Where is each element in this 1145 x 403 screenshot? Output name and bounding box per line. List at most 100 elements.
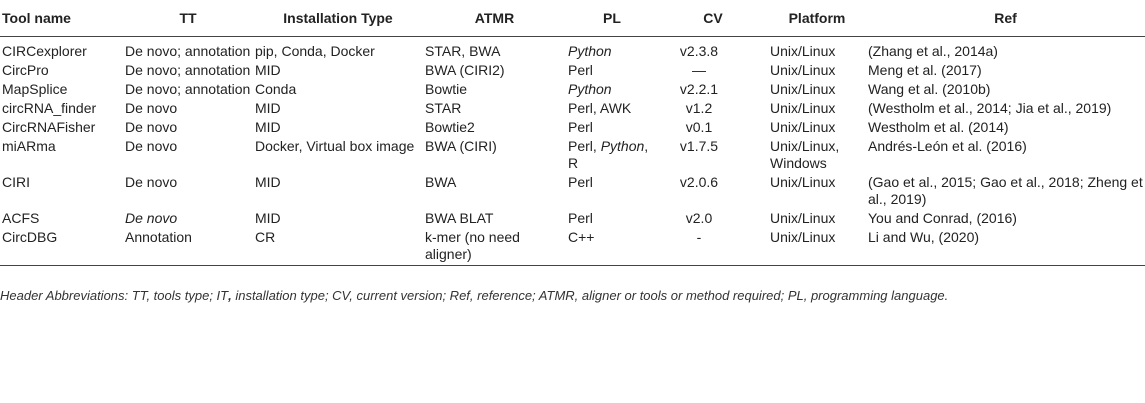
table-cell: Unix/Linux (768, 227, 866, 266)
table-cell: (Gao et al., 2015; Gao et al., 2018; Zhe… (868, 174, 1143, 207)
table-cell: Bowtie (425, 81, 468, 97)
tool-table: Tool name TT Installation Type ATMR PL CV Plat… (0, 0, 1145, 266)
table-cell: Andrés-León et al. (2016) (868, 138, 1027, 154)
table-cell: Perl, Python, R (566, 136, 658, 172)
table-cell: De novo; annotation (125, 43, 251, 59)
table-cell: v2.3.8 (679, 43, 719, 59)
table-cell: De novo (125, 100, 178, 116)
table-cell: Perl (568, 62, 593, 78)
table-cell: STAR, BWA (425, 43, 501, 59)
table-cell: STAR (425, 100, 462, 116)
table-cell: Perl (568, 119, 593, 135)
table-cell: Unix/Linux, Windows (770, 138, 840, 171)
text-segment: installation type; CV, current version; … (231, 288, 949, 303)
table-cell: De novo; annotation (125, 81, 251, 97)
table-cell: — (692, 62, 706, 78)
table-cell: BWA BLAT (425, 210, 494, 226)
table-cell: circRNA_finder (2, 100, 97, 116)
footnote: Header Abbreviations: TT, tools type; IT… (0, 288, 1145, 303)
table-cell: BWA (CIRI) (425, 138, 497, 154)
text-segment: Python (568, 81, 612, 97)
table-row: CircDBG Annotation CR k-mer (no need aligne… (0, 227, 1145, 266)
table-cell: Conda (255, 81, 297, 97)
table-cell: De novo; annotation (125, 62, 251, 78)
column-header: Platform (768, 0, 866, 37)
table-row: circRNA_finder De novo MID STAR Perl, AWK v1.… (0, 98, 1145, 117)
table-cell: Meng et al. (2017) (868, 62, 982, 78)
table-cell: De novo (123, 208, 253, 227)
table-cell: BWA (CIRI2) (425, 62, 505, 78)
table-cell: CIRCexplorer (2, 43, 87, 59)
column-header: ATMR (423, 0, 566, 37)
column-header: PL (566, 0, 658, 37)
table-cell: CircRNAFisher (2, 119, 96, 135)
table-cell: (Westholm et al., 2014; Jia et al., 2019… (868, 100, 1112, 116)
table-row: miARma De novo Docker, Virtual box image BW… (0, 136, 1145, 172)
table-cell: v2.0.6 (679, 174, 719, 190)
table-cell: Perl, AWK (568, 100, 632, 116)
table-cell: Perl (568, 174, 593, 190)
table-cell: CR (253, 227, 423, 266)
table-cell: De novo (125, 138, 178, 154)
table-cell: You and Conrad, (2016) (868, 210, 1017, 226)
table-row: CircRNAFisher De novo MID Bowtie2 Perl v0.1 Un… (0, 117, 1145, 136)
table-cell: CircDBG (0, 227, 123, 266)
table-cell: Unix/Linux (770, 81, 836, 97)
table-cell: Unix/Linux (770, 43, 836, 59)
table-cell: Annotation (123, 227, 253, 266)
table-row: CIRI De novo MID BWA Perl v2.0.6 Unix/Linux (Ga… (0, 172, 1145, 208)
table-cell: v2.2.1 (679, 81, 719, 97)
table-cell: CircPro (2, 62, 49, 78)
table-cell: Unix/Linux (770, 174, 836, 190)
text-segment: , R (568, 138, 649, 171)
table-cell: Perl (568, 210, 593, 226)
table-cell: De novo (125, 119, 178, 135)
table-cell: De novo (125, 174, 178, 190)
text-segment: Perl, (568, 138, 601, 154)
table-cell: (Zhang et al., 2014a) (868, 43, 998, 59)
table-cell: Unix/Linux (770, 119, 836, 135)
column-header: TT (123, 0, 253, 37)
text-segment: , (228, 288, 232, 303)
table-cell: miARma (2, 138, 56, 154)
table-cell: CIRI (2, 174, 30, 190)
table-cell: Unix/Linux (770, 62, 836, 78)
table-cell: pip, Conda, Docker (255, 43, 375, 59)
table-row: ACFS De novo MID BWA BLAT Perl v2.0 Unix/Linux… (0, 208, 1145, 227)
table-cell: - (658, 227, 768, 266)
table-row: CircPro De novo; annotation MID BWA (CIRI2)… (0, 60, 1145, 79)
text-segment: Python (568, 43, 612, 59)
column-header: Ref (866, 0, 1145, 37)
table-cell: Bowtie2 (425, 119, 475, 135)
table-cell: MapSplice (2, 81, 68, 97)
table-cell: k-mer (no need aligner) (423, 227, 566, 266)
table-cell: v0.1 (685, 119, 713, 135)
column-header: Tool name (0, 0, 123, 37)
table-cell: MID (255, 62, 281, 78)
column-header: CV (658, 0, 768, 37)
table-cell: Westholm et al. (2014) (868, 119, 1009, 135)
table-cell: C++ (566, 227, 658, 266)
table-cell: MID (255, 210, 281, 226)
table-cell: Unix/Linux (770, 210, 836, 226)
table-cell: Python (566, 79, 658, 98)
text-segment: De novo (125, 210, 178, 226)
table-cell: v2.0 (685, 210, 713, 226)
header-row: Tool name TT Installation Type ATMR PL CV Plat… (0, 0, 1145, 37)
table-body: CIRCexplorer De novo; annotation pip, Cond… (0, 37, 1145, 266)
text-segment: Header Abbreviations: TT, tools type; IT (0, 288, 229, 303)
table-cell: v1.7.5 (679, 138, 719, 154)
table-cell: MID (255, 174, 281, 190)
table-cell: Python (566, 37, 658, 61)
table-cell: ACFS (2, 210, 40, 226)
table-cell: MID (255, 119, 281, 135)
table-cell: Unix/Linux (770, 100, 836, 116)
text-segment: Python (600, 138, 645, 154)
table-cell: v1.2 (685, 100, 713, 116)
table-cell: Li and Wu, (2020) (866, 227, 1145, 266)
table-cell: BWA (425, 174, 457, 190)
table-row: MapSplice De novo; annotation Conda Bowtie P… (0, 79, 1145, 98)
table-cell: Docker, Virtual box image (255, 138, 415, 154)
column-header: Installation Type (253, 0, 423, 37)
